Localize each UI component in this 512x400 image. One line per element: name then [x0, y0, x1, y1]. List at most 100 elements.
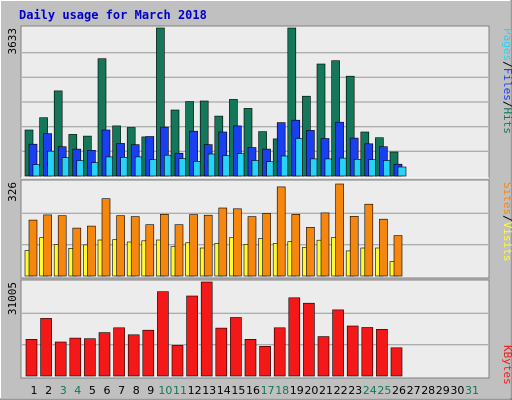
- kbytes-bar-day-11: [171, 345, 184, 377]
- day-label: 1: [31, 384, 38, 397]
- sites-bar-day-19: [291, 214, 301, 277]
- kbytes-bar-day-7: [113, 327, 125, 377]
- day-label: 23: [348, 384, 362, 397]
- kbytes-bar-day-23: [346, 325, 359, 377]
- kbytes-bar-day-15: [230, 317, 242, 377]
- sites-bar-day-22: [335, 183, 344, 277]
- legend-visits: Visits: [501, 222, 512, 262]
- kbytes-bar-day-12: [186, 295, 198, 377]
- day-label: 2: [45, 384, 52, 397]
- legend-separator: /: [501, 101, 512, 108]
- day-label: 4: [74, 384, 81, 397]
- legend-files: Files: [501, 68, 512, 101]
- sites-bar-day-21: [320, 212, 330, 277]
- kbytes-panel: [20, 279, 490, 379]
- day-label: 10: [158, 384, 172, 397]
- visits-max-label: 326: [6, 182, 19, 202]
- day-labels: 1 2 3 4 5 6 7 8 9 10 11 12 13 14 15 16 17 18 19 20 21 22 23 24 2…: [31, 384, 480, 397]
- sites-bar-day-24: [364, 203, 374, 277]
- day-label: 7: [118, 384, 125, 397]
- day-label: 20: [304, 384, 318, 397]
- sites-bar-day-20: [306, 227, 315, 277]
- kbytes-bar-day-13: [200, 281, 213, 377]
- day-label: 26: [392, 384, 406, 397]
- kbytes-bars: [25, 281, 403, 377]
- day-label: 18: [275, 384, 289, 397]
- day-label: 16: [246, 384, 260, 397]
- hits-legend: Pages/Files/Hits: [501, 28, 512, 134]
- kbytes-bar-day-18: [273, 327, 286, 377]
- day-label: 29: [436, 384, 450, 397]
- kbytes-legend: KBytes: [501, 345, 512, 385]
- day-label: 15: [231, 384, 245, 397]
- day-label: 12: [188, 384, 202, 397]
- day-label: 31: [465, 384, 479, 397]
- day-label: 19: [290, 384, 304, 397]
- day-label: 21: [319, 384, 333, 397]
- visits-panel: [20, 179, 490, 279]
- kbytes-bar-day-8: [127, 334, 140, 377]
- kbytes-bar-day-10: [157, 291, 169, 377]
- day-label: 9: [147, 384, 154, 397]
- sites-bar-day-10: [160, 214, 169, 277]
- day-label: 13: [202, 384, 216, 397]
- chart-title: Daily usage for March 2018: [19, 8, 207, 22]
- pages-bar-day-26: [397, 166, 407, 177]
- day-label: 30: [450, 384, 464, 397]
- sites-bar-day-18: [276, 186, 286, 277]
- sites-bar-day-5: [87, 225, 96, 277]
- kbytes-bar-day-3: [54, 341, 67, 377]
- sites-bar-day-15: [233, 208, 242, 277]
- legend-kbytes: KBytes: [501, 345, 512, 385]
- kbytes-bar-day-6: [98, 332, 111, 377]
- sites-bar-day-1: [28, 219, 38, 277]
- kbytes-bar-day-5: [84, 338, 96, 377]
- legend-separator: /: [501, 61, 512, 68]
- hits-max-label: 3633: [6, 28, 19, 55]
- day-label: 6: [104, 384, 111, 397]
- kbytes-bar-day-17: [259, 345, 271, 377]
- sites-bar-day-11: [174, 224, 184, 277]
- sites-bar-day-25: [379, 218, 388, 277]
- kbytes-bar-day-2: [40, 318, 52, 377]
- kbytes-bar-day-4: [69, 337, 82, 377]
- day-label: 5: [89, 384, 96, 397]
- kbytes-bar-day-21: [317, 336, 330, 377]
- sites-bar-day-3: [57, 215, 67, 277]
- hits-bars: [24, 27, 407, 177]
- sites-bar-day-8: [130, 216, 140, 277]
- kbytes-bar-day-1: [25, 338, 38, 377]
- kbytes-bar-day-14: [215, 327, 228, 377]
- sites-bar-day-14: [218, 207, 228, 277]
- kbytes-bar-day-19: [288, 297, 301, 377]
- day-label: 22: [334, 384, 348, 397]
- day-label: 11: [173, 384, 187, 397]
- legend-pages: Pages: [501, 28, 512, 61]
- sites-bar-day-9: [145, 224, 155, 277]
- kbytes-bar-day-16: [244, 338, 257, 377]
- kbytes-bar-day-9: [142, 329, 155, 377]
- kbytes-max-label: 31005: [6, 282, 19, 315]
- sites-bar-day-7: [116, 215, 125, 277]
- kbytes-bar-day-22: [332, 309, 344, 377]
- sites-bar-day-2: [43, 214, 52, 277]
- sites-bar-day-13: [203, 214, 213, 277]
- day-label: 24: [363, 384, 377, 397]
- sites-bar-day-4: [72, 227, 82, 277]
- day-label: 14: [217, 384, 231, 397]
- day-label: 28: [421, 384, 435, 397]
- visits-bars: [24, 183, 403, 277]
- visits-legend: Sites/Visits: [501, 182, 512, 262]
- day-label: 8: [133, 384, 140, 397]
- sites-bar-day-23: [349, 216, 359, 277]
- day-label: 17: [261, 384, 275, 397]
- sites-bar-day-12: [189, 214, 198, 277]
- day-label: 25: [377, 384, 391, 397]
- kbytes-bar-day-20: [303, 302, 315, 377]
- kbytes-bar-day-24: [361, 327, 374, 377]
- legend-sites: Sites: [501, 182, 512, 215]
- sites-bar-day-16: [247, 216, 257, 277]
- sites-bar-day-17: [262, 213, 271, 277]
- sites-bar-day-26: [393, 235, 403, 277]
